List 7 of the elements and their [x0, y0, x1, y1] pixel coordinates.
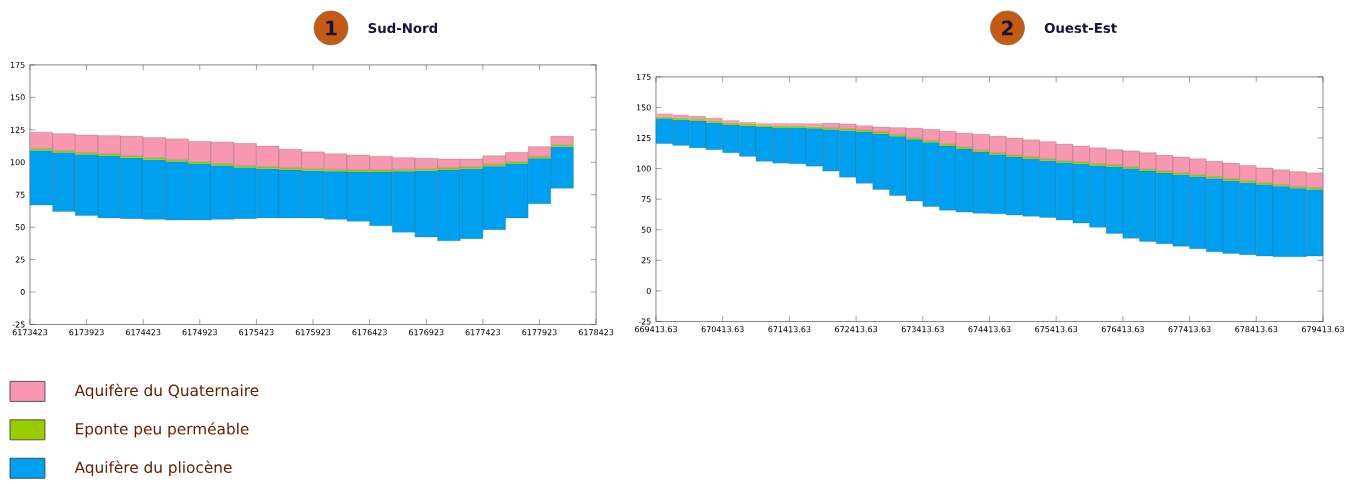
legend-label: Aquifère du pliocène [74, 460, 232, 476]
text: 1 [326, 20, 337, 36]
chart-title: Sud-Nord [368, 22, 438, 33]
text: 2 [1002, 20, 1013, 36]
legend-label: Eponte peu perméable [76, 422, 249, 438]
legend-label: Aquifère du Quaternaire [74, 383, 259, 399]
chart-title: Ouest-Est [1044, 22, 1117, 33]
